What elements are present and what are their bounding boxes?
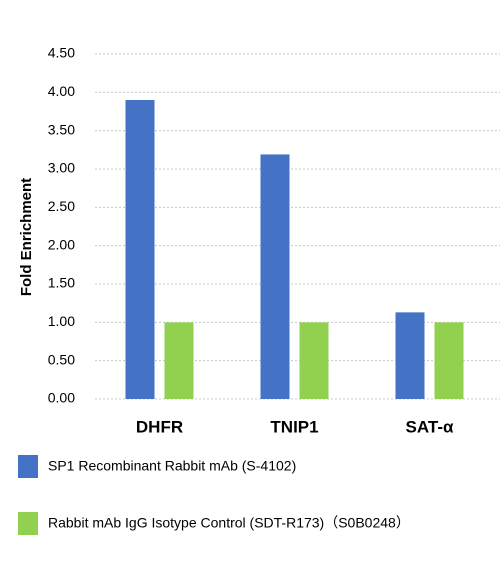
y-tick-label: 2.50 xyxy=(48,198,75,214)
y-tick-label: 1.00 xyxy=(48,313,75,329)
bar xyxy=(395,312,425,399)
y-tick-label: 4.00 xyxy=(48,83,75,99)
y-tick-label: 3.50 xyxy=(48,121,75,137)
bar xyxy=(260,154,290,399)
bar xyxy=(125,100,155,399)
legend-swatch xyxy=(18,512,38,535)
legend-swatch xyxy=(18,455,38,478)
x-tick-label: TNIP1 xyxy=(270,417,318,436)
y-tick-label: 0.00 xyxy=(48,390,75,406)
y-tick-label: 4.50 xyxy=(48,45,75,61)
x-tick-label: DHFR xyxy=(136,417,183,436)
bar xyxy=(434,322,464,399)
y-tick-label: 2.00 xyxy=(48,236,75,252)
bar xyxy=(299,322,329,399)
bar xyxy=(164,322,194,399)
y-tick-label: 3.00 xyxy=(48,160,75,176)
y-axis-label: Fold Enrichment xyxy=(18,178,35,296)
legend-label: SP1 Recombinant Rabbit mAb (S-4102) xyxy=(48,458,296,474)
y-tick-label: 1.50 xyxy=(48,275,75,291)
x-tick-label: SAT-α xyxy=(406,417,454,436)
legend-label: Rabbit mAb IgG Isotype Control (SDT-R173… xyxy=(48,515,410,531)
y-tick-label: 0.50 xyxy=(48,351,75,367)
